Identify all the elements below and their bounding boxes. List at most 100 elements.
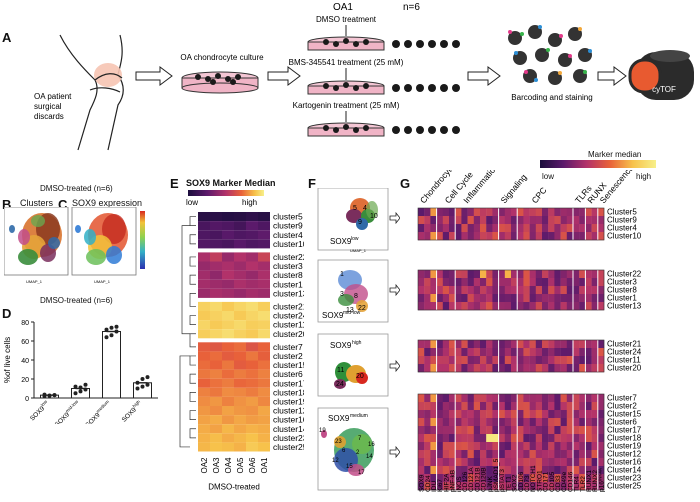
heatmap-g-cell	[573, 482, 580, 491]
heatmap-g-cell	[442, 270, 450, 279]
heatmap-g-row-label: Cluster22	[607, 270, 642, 279]
heatmap-g-cell	[573, 216, 580, 225]
heatmap-g-cell	[486, 458, 493, 467]
heatmap-g-cell	[436, 224, 443, 233]
heatmap-g-cell	[566, 466, 574, 475]
heatmap-g-cell	[597, 482, 605, 491]
heatmap-g-cell	[523, 450, 530, 459]
heatmap-g-cell	[554, 402, 561, 411]
heatmap-g-cell	[418, 450, 425, 459]
heatmap-g-cell	[511, 450, 518, 459]
heatmap-g-cell	[418, 302, 425, 311]
heatmap-e-cell	[246, 279, 258, 289]
heatmap-g-cell	[449, 348, 456, 357]
heatmap-g-cell	[560, 294, 567, 303]
heatmap-g-cell	[430, 208, 437, 217]
heatmap-g-cell	[467, 458, 474, 467]
heatmap-g-cell	[461, 270, 468, 279]
heatmap-g-cell	[548, 232, 555, 241]
heatmap-g-cell	[455, 208, 462, 217]
heatmap-e-cell	[198, 387, 210, 397]
heatmap-g-cell	[418, 340, 425, 349]
heatmap-g-cell	[467, 232, 474, 241]
heatmap-g-cell	[560, 426, 567, 435]
heatmap-g-cell	[498, 474, 505, 483]
f-to-g-arrows	[389, 211, 400, 459]
heatmap-g-cell	[585, 224, 592, 233]
heatmap-g-cell	[467, 474, 474, 483]
heatmap-e-cell	[246, 360, 258, 370]
heatmap-e-row-label: cluster19	[273, 397, 304, 407]
heatmap-g-cell	[548, 208, 555, 217]
heatmap-e-cell	[246, 433, 258, 443]
heatmap-g-cell	[585, 294, 592, 303]
heatmap-g-cell	[467, 426, 474, 435]
heatmap-e-cell	[210, 239, 222, 249]
heatmap-g-cell	[467, 348, 474, 357]
heatmap-e-cell	[246, 239, 258, 249]
heatmap-g-cell	[511, 410, 518, 419]
bar-point	[83, 382, 88, 387]
heatmap-g-cell	[597, 474, 605, 483]
heatmap-g-cell	[566, 286, 574, 295]
heatmap-g-cell	[554, 208, 561, 217]
heatmap-g-cell	[573, 364, 580, 373]
knee-illustration	[59, 34, 124, 151]
heatmap-g-cell	[535, 232, 543, 241]
heatmap-g-cell	[436, 286, 443, 295]
heatmap-g-cell	[424, 394, 431, 403]
f-high-label-24: 24	[336, 381, 344, 388]
heatmap-g-cell	[486, 418, 493, 427]
heatmap-e-xlabel: DMSO-treated	[208, 483, 260, 492]
arrow-2	[267, 66, 301, 86]
heatmap-g-cell	[480, 232, 487, 241]
heatmap-g-cell	[442, 474, 450, 483]
heatmap-g-cell	[504, 474, 512, 483]
heatmap-g-cell	[535, 426, 543, 435]
heatmap-g-marker-label: pSTAT3	[499, 469, 506, 492]
bar-point	[135, 380, 140, 385]
heatmap-g-cell	[523, 482, 530, 491]
heatmap-g-cell	[461, 216, 468, 225]
heatmap-g-cell	[449, 458, 456, 467]
heatmap-g-cell	[517, 302, 524, 311]
heatmap-g-cell	[597, 278, 605, 287]
heatmap-g-cell	[486, 434, 493, 443]
heatmap-g-marker-label: TLR2	[580, 476, 587, 492]
heatmap-e-cell	[210, 288, 222, 298]
heatmap-g-cell	[467, 286, 474, 295]
f-medium-label-2: 2	[356, 450, 360, 456]
heatmap-g-cell	[573, 348, 580, 357]
heatmap-g-cell	[535, 270, 543, 279]
heatmap-e-cell	[246, 415, 258, 425]
heatmap-g-cell	[504, 216, 512, 225]
heatmap-e-cell	[246, 252, 258, 262]
heatmap-g-cell	[449, 224, 456, 233]
heatmap-g-cell	[535, 364, 543, 373]
bar-point	[114, 324, 119, 329]
heatmap-g-cell	[591, 208, 598, 217]
heatmap-e-cell	[234, 415, 246, 425]
heatmap-e-cell	[234, 378, 246, 388]
heatmap-g-cell	[492, 270, 499, 279]
heatmap-g-cell	[424, 466, 431, 475]
heatmap-e-cell	[258, 239, 270, 249]
heatmap-g-cell	[498, 482, 505, 491]
heatmap-g-cell	[461, 224, 468, 233]
heatmap-g-cell	[461, 450, 468, 459]
heatmap-g-cell	[573, 426, 580, 435]
bar-y-tick-label: 80	[21, 320, 29, 327]
heatmap-e-cell	[210, 415, 222, 425]
bar-point	[47, 393, 52, 398]
schematic-n: n=6	[403, 2, 420, 13]
heatmap-e-cell	[198, 221, 210, 231]
heatmap-g-cell	[473, 450, 481, 459]
bar-x-tick-label: SOX9medium	[83, 399, 113, 424]
heatmap-g-cell	[430, 450, 437, 459]
heatmap-g-cell	[517, 232, 524, 241]
f-medium-label-23: 23	[335, 439, 342, 445]
heatmap-g-cell	[430, 394, 437, 403]
heatmap-e-cell	[246, 301, 258, 311]
heatmap-g-marker-label: CD73	[524, 475, 531, 492]
heatmap-g-cell	[591, 232, 598, 241]
